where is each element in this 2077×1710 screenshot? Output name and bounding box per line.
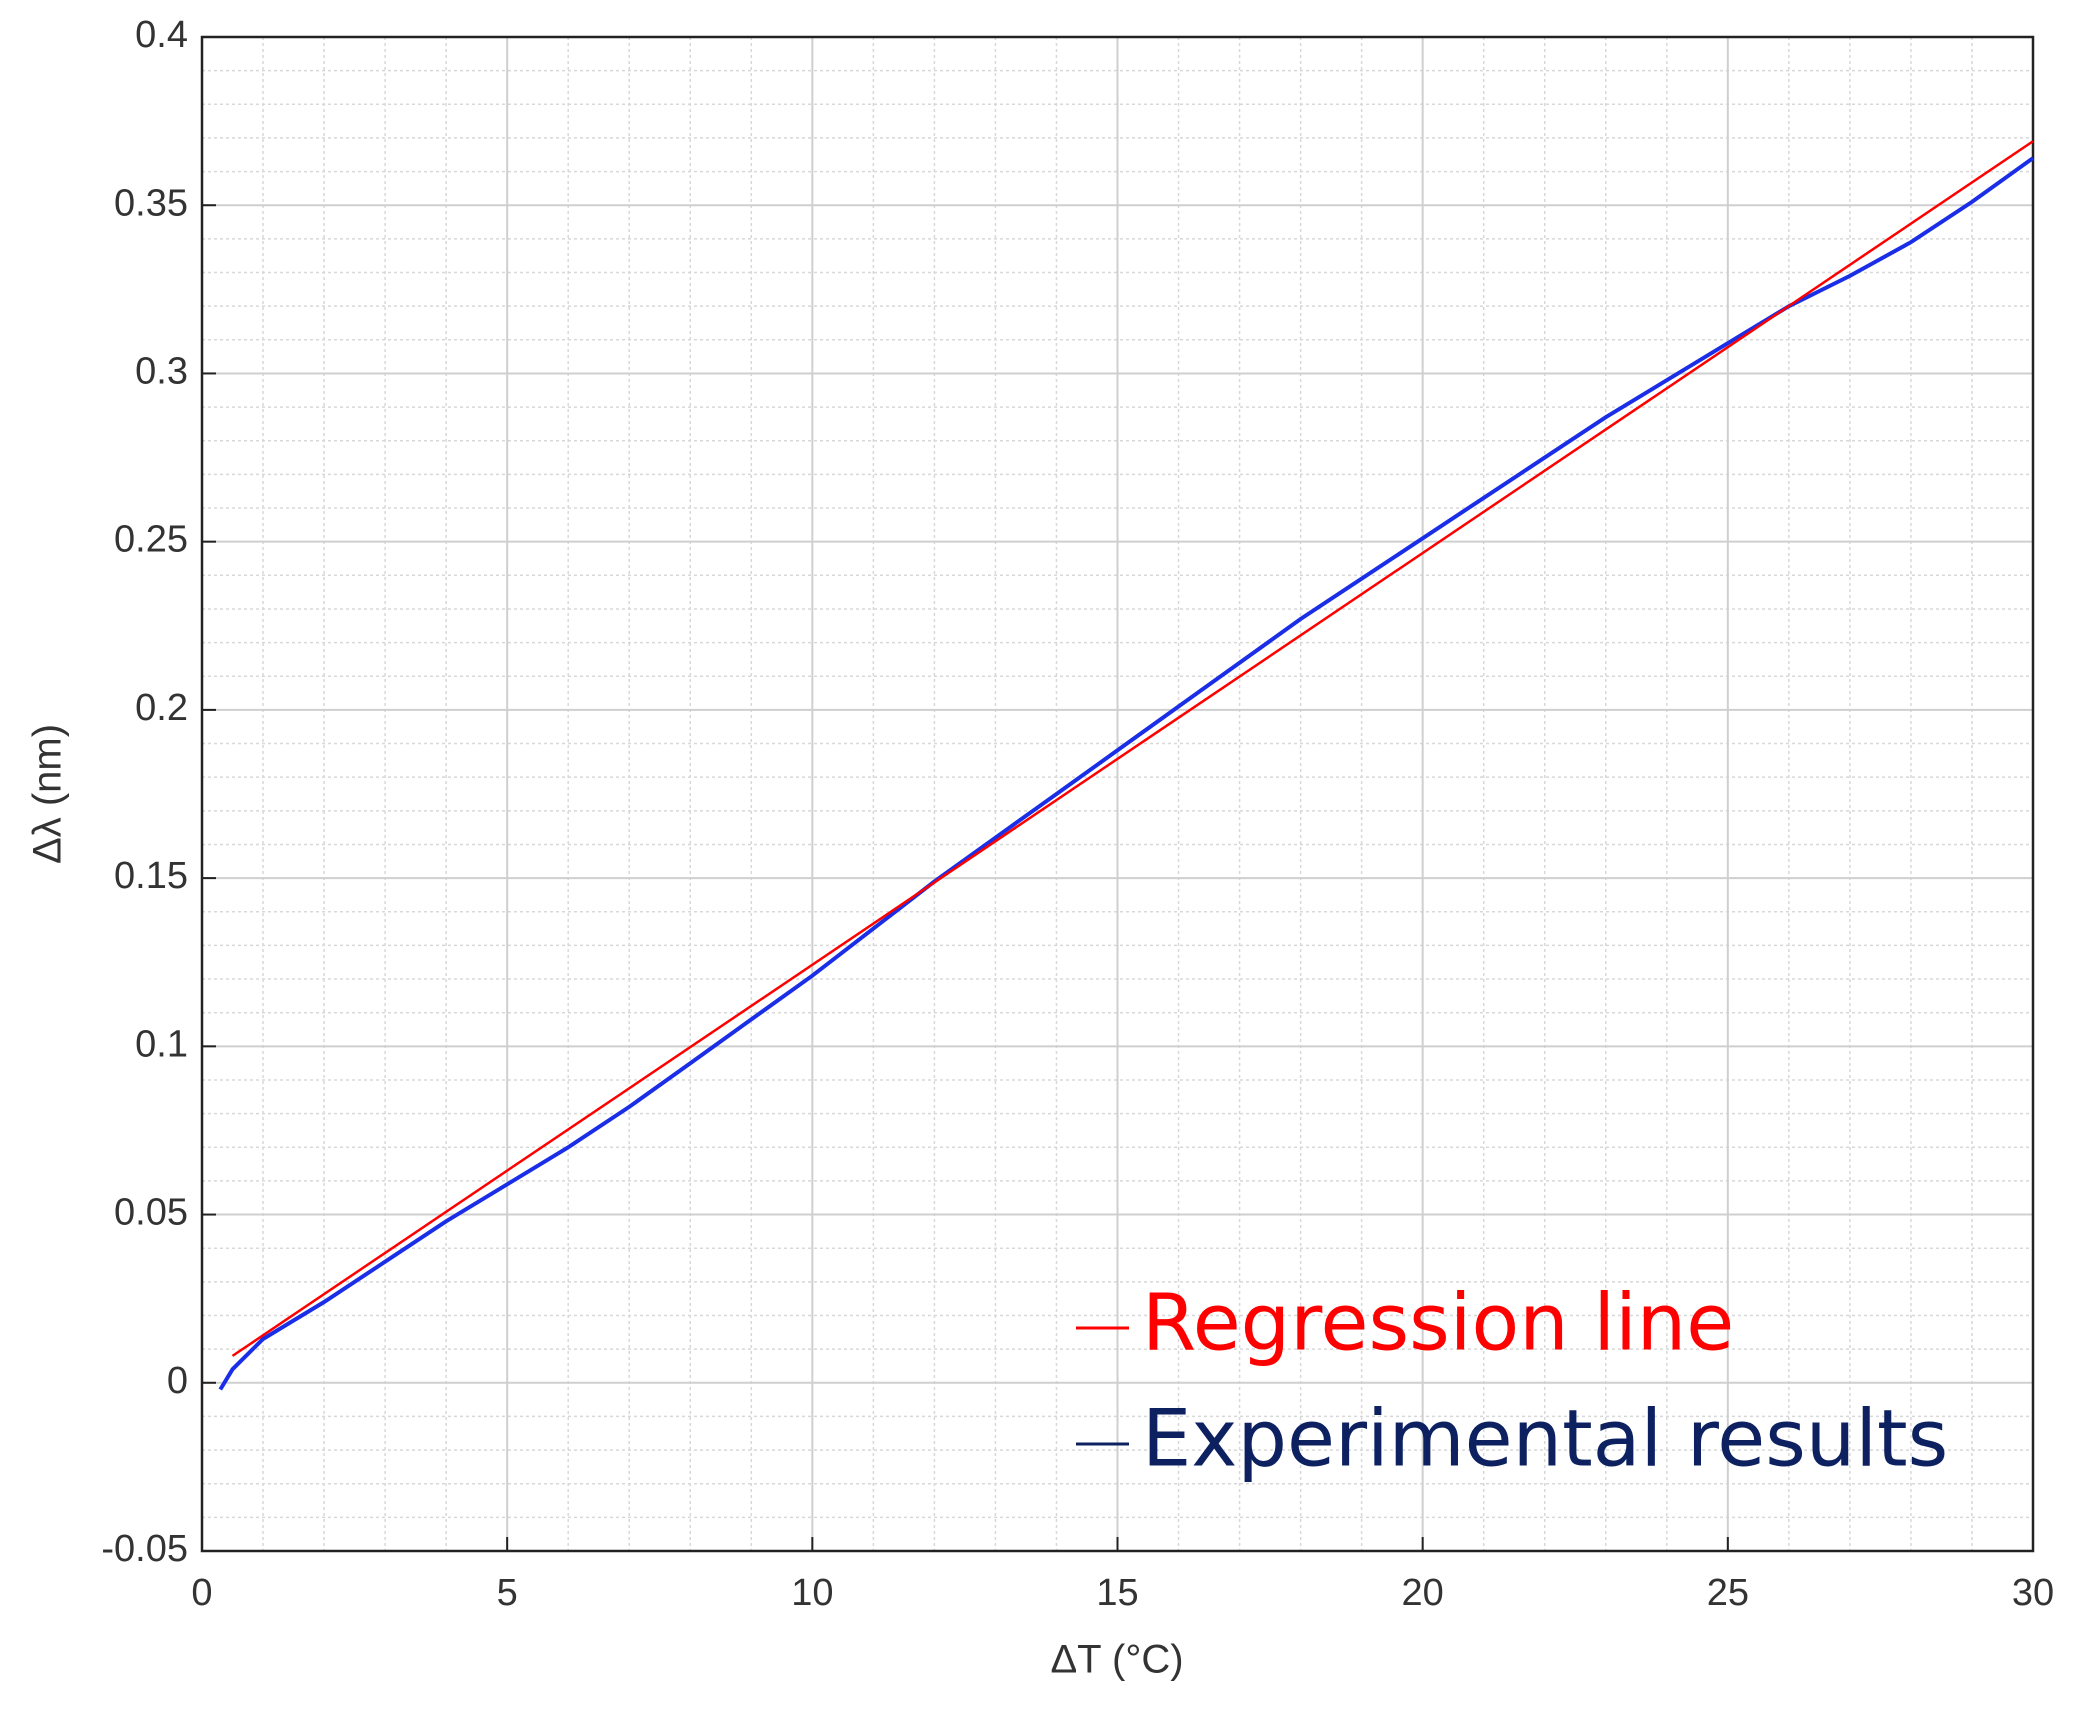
x-tick-label: 0 [191, 1572, 212, 1614]
y-tick-label: 0.2 [135, 687, 188, 729]
y-tick-label: 0.25 [114, 519, 188, 561]
y-tick-label: 0.15 [114, 855, 188, 897]
y-tick-label: -0.05 [101, 1528, 188, 1570]
x-tick-label: 10 [791, 1572, 833, 1614]
y-tick-label: 0.35 [114, 182, 188, 224]
y-tick-label: 0.1 [135, 1023, 188, 1065]
y-tick-label: 0.4 [135, 14, 188, 56]
x-axis-label: ΔT (°C) [1050, 1638, 1183, 1682]
x-tick-label: 30 [2012, 1572, 2054, 1614]
y-axis-label: Δλ (nm) [26, 724, 70, 864]
y-tick-label: 0.05 [114, 1192, 188, 1234]
x-tick-label: 15 [1096, 1572, 1138, 1614]
plot-frame [200, 35, 2035, 1553]
x-tick-label: 5 [497, 1572, 518, 1614]
legend-label: Regression line [1142, 1278, 1734, 1368]
y-tick-label: 0 [167, 1360, 188, 1402]
x-tick-label: 20 [1402, 1572, 1444, 1614]
legend-label: Experimental results [1142, 1394, 1948, 1484]
series-line [231, 140, 2034, 1357]
x-tick-label: 25 [1707, 1572, 1749, 1614]
y-tick-label: 0.3 [135, 350, 188, 392]
series-line [218, 156, 2035, 1391]
